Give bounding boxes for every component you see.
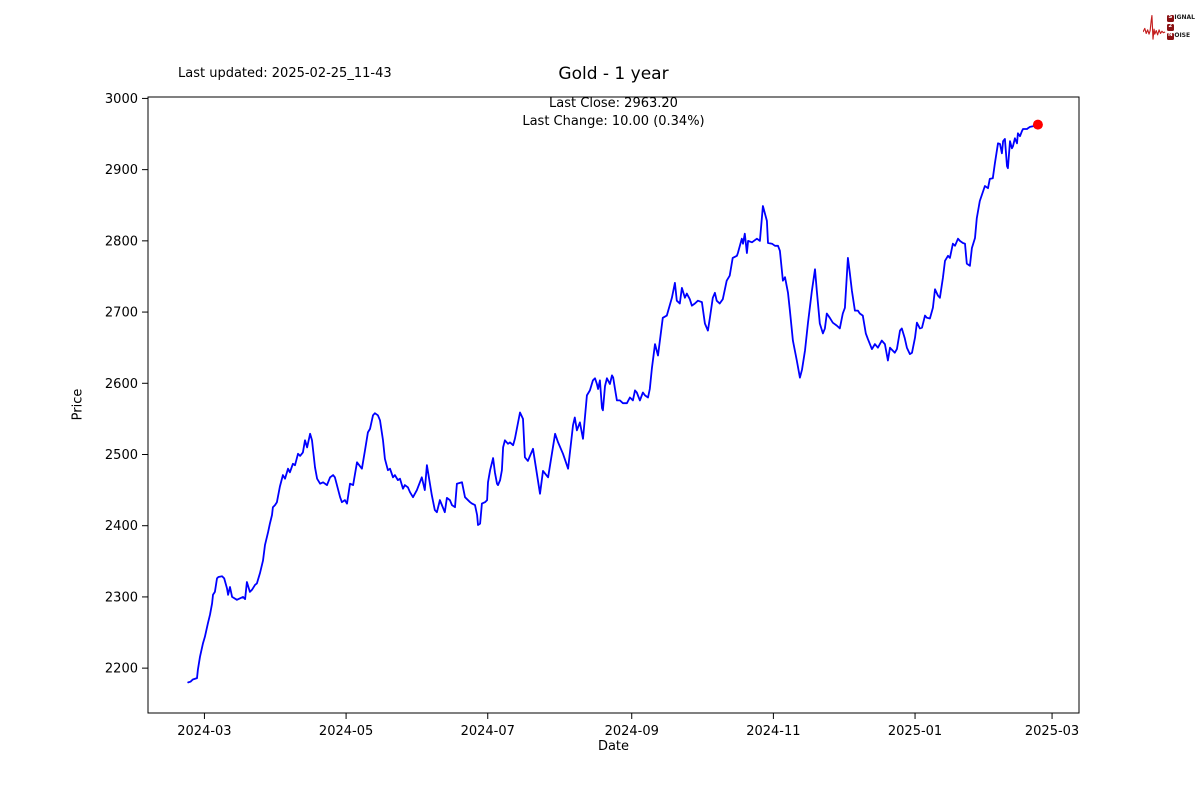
x-axis-label: Date (597, 739, 630, 754)
axis-tick-labels: 2024-03 2024-05 2024-07 2024-09 2024-11 2025-… (105, 92, 1079, 739)
last-price-dot (1032, 119, 1043, 130)
x-tick-label: 2025-01 (888, 724, 942, 739)
x-tick-label: 2024-11 (746, 724, 800, 739)
logo-row-noise: N OISE (1166, 32, 1195, 40)
y-tick-label: 2900 (105, 163, 138, 178)
y-tick-label: 2800 (105, 234, 138, 249)
axes-box (147, 96, 1080, 714)
last-close-annotation: Last Close: 2963.20 (549, 96, 678, 111)
logo-text-oise: OISE (1174, 32, 1191, 39)
logo-row-signal: S IGNAL (1166, 14, 1195, 22)
signal-waveform-icon (1143, 15, 1166, 40)
x-tick-label: 2024-03 (177, 724, 231, 739)
signal2noise-logo: S IGNAL 2 N OISE (1143, 6, 1195, 48)
y-tick-label: 2400 (105, 519, 138, 534)
logo-badge-n: N (1166, 32, 1174, 40)
y-tick-label: 2200 (105, 662, 138, 677)
logo-wordmark: S IGNAL 2 N OISE (1166, 14, 1195, 40)
y-tick-label: 2700 (105, 306, 138, 321)
logo-row-2: 2 (1166, 23, 1195, 31)
x-tick-label: 2025-03 (1025, 724, 1079, 739)
logo-text-ignal: IGNAL (1174, 14, 1195, 21)
gold-price-line (187, 123, 1039, 684)
last-updated-text: Last updated: 2025-02-25_11-43 (178, 66, 392, 81)
last-change-annotation: Last Change: 10.00 (0.34%) (522, 114, 705, 129)
y-axis-label: Price (70, 388, 86, 421)
x-tick-label: 2024-09 (605, 724, 659, 739)
axis-ticks (142, 97, 1053, 719)
y-tick-label: 3000 (105, 92, 138, 107)
x-tick-label: 2024-05 (319, 724, 373, 739)
y-tick-label: 2500 (105, 448, 138, 463)
y-tick-label: 2600 (105, 377, 138, 392)
chart-title: Gold - 1 year (558, 64, 669, 84)
logo-badge-2: 2 (1166, 23, 1174, 31)
x-tick-label: 2024-07 (461, 724, 515, 739)
y-tick-label: 2300 (105, 590, 138, 605)
logo-badge-s: S (1166, 14, 1174, 22)
